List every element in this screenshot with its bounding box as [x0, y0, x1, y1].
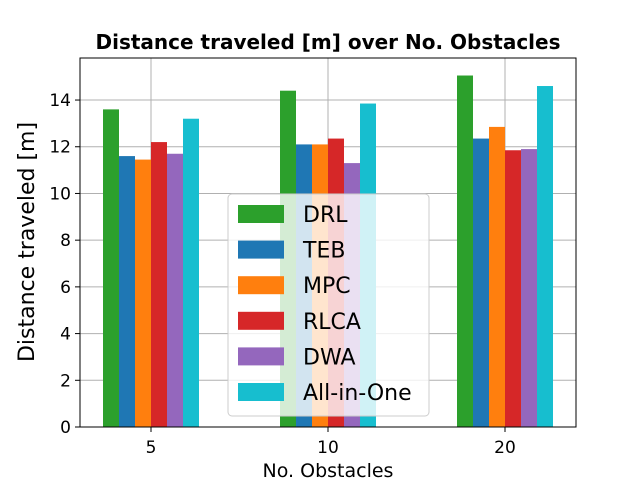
- legend-swatch: [238, 240, 284, 259]
- legend-swatch: [238, 276, 284, 295]
- x-axis-label: No. Obstacles: [263, 460, 394, 480]
- bar-mpc-20: [489, 126, 505, 427]
- legend-swatch: [238, 347, 284, 366]
- legend: DRL TEB MPC RLCA DWA All-in-One: [227, 193, 430, 417]
- chart-title: Distance traveled [m] over No. Obstacles: [95, 30, 560, 54]
- legend-swatch: [238, 205, 284, 223]
- y-tick-label: 12: [49, 138, 71, 158]
- bar-teb-5: [119, 156, 135, 427]
- bar-rlca-20: [505, 150, 521, 427]
- x-tick-label: 10: [317, 438, 339, 458]
- y-tick-label: 8: [60, 231, 71, 251]
- bar-all-in-one-20: [537, 86, 553, 427]
- y-tick-label: 6: [60, 278, 71, 298]
- y-tick-label: 4: [60, 325, 71, 345]
- legend-label: RLCA: [303, 310, 361, 335]
- axis-ticks: 0 2 4 6 8 10 12 14 5 10 20: [49, 91, 515, 458]
- x-tick-label: 5: [146, 438, 157, 458]
- legend-label: MPC: [303, 274, 351, 299]
- bar-all-in-one-5: [183, 118, 199, 427]
- y-tick-label: 0: [60, 418, 71, 438]
- bar-mpc-5: [135, 159, 151, 427]
- y-axis-label: Distance traveled [m]: [15, 122, 40, 362]
- legend-swatch: [238, 383, 284, 401]
- y-tick-label: 10: [49, 184, 71, 204]
- bar-teb-20: [473, 138, 489, 427]
- legend-label: DRL: [303, 203, 348, 228]
- bar-dwa-20: [521, 149, 537, 427]
- bar-drl-20: [457, 75, 473, 428]
- bar-rlca-5: [151, 142, 167, 428]
- bar-drl-5: [103, 109, 119, 427]
- legend-label: TEB: [302, 239, 345, 264]
- y-tick-label: 14: [49, 91, 71, 111]
- x-tick-label: 20: [494, 438, 516, 458]
- y-tick-label: 2: [60, 371, 71, 391]
- bar-dwa-5: [167, 153, 183, 427]
- legend-label: DWA: [303, 345, 356, 370]
- legend-label: All-in-One: [303, 381, 412, 406]
- legend-swatch: [238, 311, 284, 330]
